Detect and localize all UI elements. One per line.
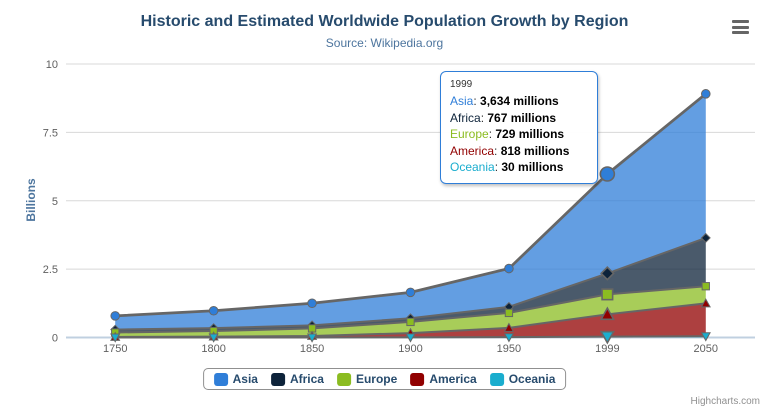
point-asia-1800[interactable] — [208, 305, 219, 316]
chart-title: Historic and Estimated Worldwide Populat… — [140, 13, 629, 30]
chart-subtitle: Source: Wikipedia.org — [325, 36, 444, 50]
legend-swatch-icon — [270, 372, 285, 386]
point-america-1950[interactable] — [503, 322, 515, 332]
point-asia-2050[interactable] — [700, 89, 711, 99]
point-oceania-1750[interactable] — [110, 333, 121, 343]
legend-swatch-icon — [410, 372, 425, 386]
x-axis-label: 1950 — [497, 343, 521, 355]
legend-swatch-icon — [489, 372, 504, 386]
legend-swatch-icon — [336, 372, 351, 386]
legend-label: America — [429, 372, 477, 386]
legend-item-africa[interactable]: Africa — [270, 372, 324, 386]
point-america-1999[interactable] — [599, 306, 615, 321]
credits-link[interactable]: Highcharts.com — [690, 396, 760, 407]
x-axis-label: 1750 — [103, 343, 127, 355]
point-asia-1850[interactable] — [307, 298, 317, 309]
point-asia-1750[interactable] — [110, 311, 121, 321]
export-menu-button[interactable] — [732, 20, 749, 34]
area-asia[interactable] — [115, 93, 706, 330]
x-axis-label: 1900 — [398, 343, 422, 355]
y-axis-label: 10 — [46, 59, 58, 71]
y-axis-label: 2.5 — [43, 264, 58, 276]
legend-swatch-icon — [213, 372, 228, 386]
x-axis-label: 1999 — [595, 343, 619, 355]
x-axis-label: 1800 — [201, 343, 225, 355]
point-europe-2050[interactable] — [701, 282, 710, 291]
point-europe-1950[interactable] — [504, 308, 514, 318]
point-europe-1999[interactable] — [601, 288, 614, 301]
point-asia-1999[interactable] — [599, 166, 616, 182]
point-oceania-1950[interactable] — [503, 333, 515, 343]
legend-item-asia[interactable]: Asia — [213, 372, 258, 386]
point-africa-2050[interactable] — [700, 232, 711, 243]
legend-label: Africa — [289, 372, 324, 386]
legend-item-europe[interactable]: Europe — [336, 372, 398, 386]
point-oceania-1999[interactable] — [599, 330, 615, 345]
y-axis-label: 7.5 — [43, 127, 58, 139]
point-asia-1900[interactable] — [405, 287, 416, 298]
y-axis-label: 5 — [52, 196, 58, 208]
legend-label: Oceania — [508, 372, 556, 386]
point-europe-1900[interactable] — [406, 317, 415, 327]
legend-label: Europe — [355, 372, 398, 386]
y-axis-label: 0 — [52, 333, 58, 345]
point-america-2050[interactable] — [700, 298, 711, 308]
point-oceania-1900[interactable] — [405, 333, 416, 343]
point-asia-1950[interactable] — [504, 263, 514, 274]
point-oceania-1800[interactable] — [208, 333, 219, 343]
area-america[interactable] — [115, 303, 706, 338]
hamburger-icon — [732, 20, 749, 23]
point-oceania-1850[interactable] — [306, 333, 318, 343]
point-oceania-2050[interactable] — [700, 332, 711, 342]
legend-item-oceania[interactable]: Oceania — [489, 372, 556, 386]
x-axis-label: 1850 — [300, 343, 324, 355]
legend-item-america[interactable]: America — [410, 372, 477, 386]
area-africa[interactable] — [115, 237, 706, 333]
y-axis-title: Billions — [24, 178, 38, 222]
point-africa-1999[interactable] — [600, 266, 615, 281]
legend: Asia Africa Europe America Oceania — [202, 368, 567, 390]
x-axis-label: 2050 — [694, 343, 718, 355]
legend-label: Asia — [232, 372, 258, 386]
